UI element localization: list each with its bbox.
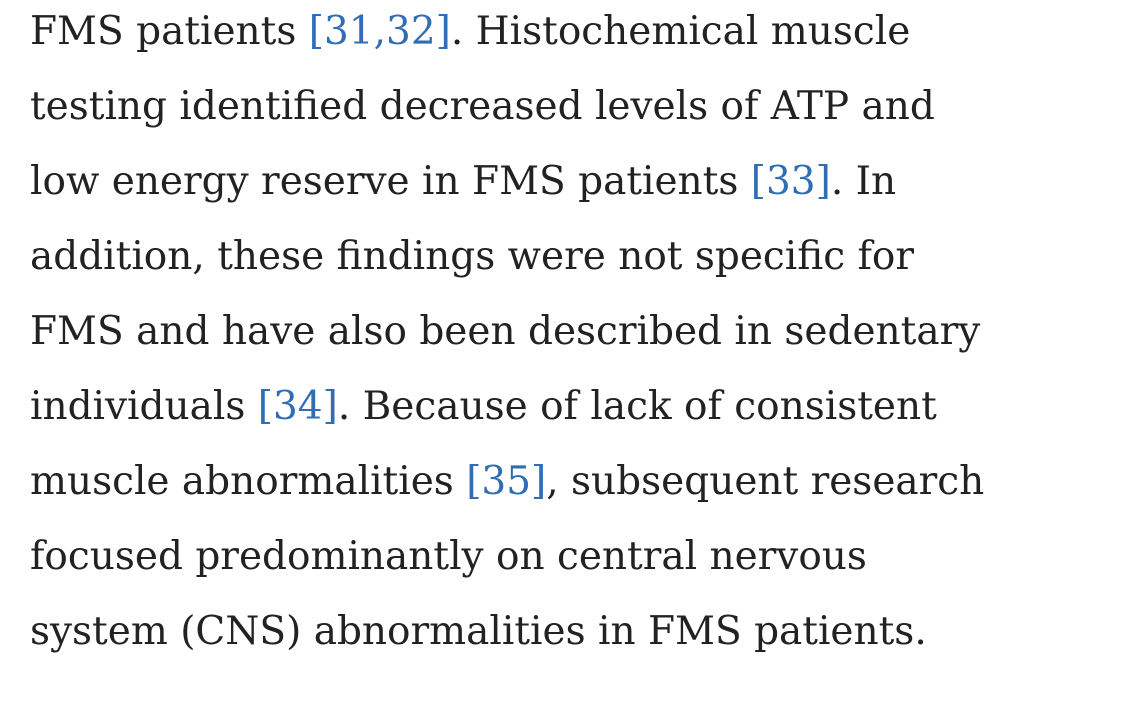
text-line: focused predominantly on central nervous (30, 519, 984, 594)
text-run: . Because of lack of consistent (337, 384, 937, 429)
text-run: low energy reserve in FMS patients (30, 159, 751, 204)
text-line: system (CNS) abnormalities in FMS patien… (30, 594, 984, 669)
paragraph: FMS patients [31,32]. Histochemical musc… (30, 0, 984, 669)
text-run: testing identified decreased levels of A… (30, 84, 935, 129)
text-line: addition, these findings were not specif… (30, 219, 984, 294)
text-run: individuals (30, 384, 258, 429)
text-line: FMS and have also been described in sede… (30, 294, 984, 369)
text-run: focused predominantly on central nervous (30, 534, 867, 579)
citation-link[interactable]: [31,32] (308, 9, 451, 54)
text-run: addition, these findings were not specif… (30, 234, 915, 279)
citation-link[interactable]: [34] (257, 384, 338, 429)
text-line: FMS patients [31,32]. Histochemical musc… (30, 0, 984, 69)
text-run: system (CNS) abnormalities in FMS patien… (30, 609, 927, 654)
citation-link[interactable]: [33] (750, 159, 831, 204)
text-line: low energy reserve in FMS patients [33].… (30, 144, 984, 219)
text-line: individuals [34]. Because of lack of con… (30, 369, 984, 444)
text-run: muscle abnormalities (30, 459, 467, 504)
text-run: FMS patients (30, 9, 309, 54)
text-run: . Histochemical muscle (450, 9, 911, 54)
text-line: muscle abnormalities [35], subsequent re… (30, 444, 984, 519)
text-run: . In (830, 159, 897, 204)
text-line: testing identified decreased levels of A… (30, 69, 984, 144)
citation-link[interactable]: [35] (466, 459, 547, 504)
text-run: , subsequent research (546, 459, 985, 504)
text-run: FMS and have also been described in sede… (30, 309, 981, 354)
